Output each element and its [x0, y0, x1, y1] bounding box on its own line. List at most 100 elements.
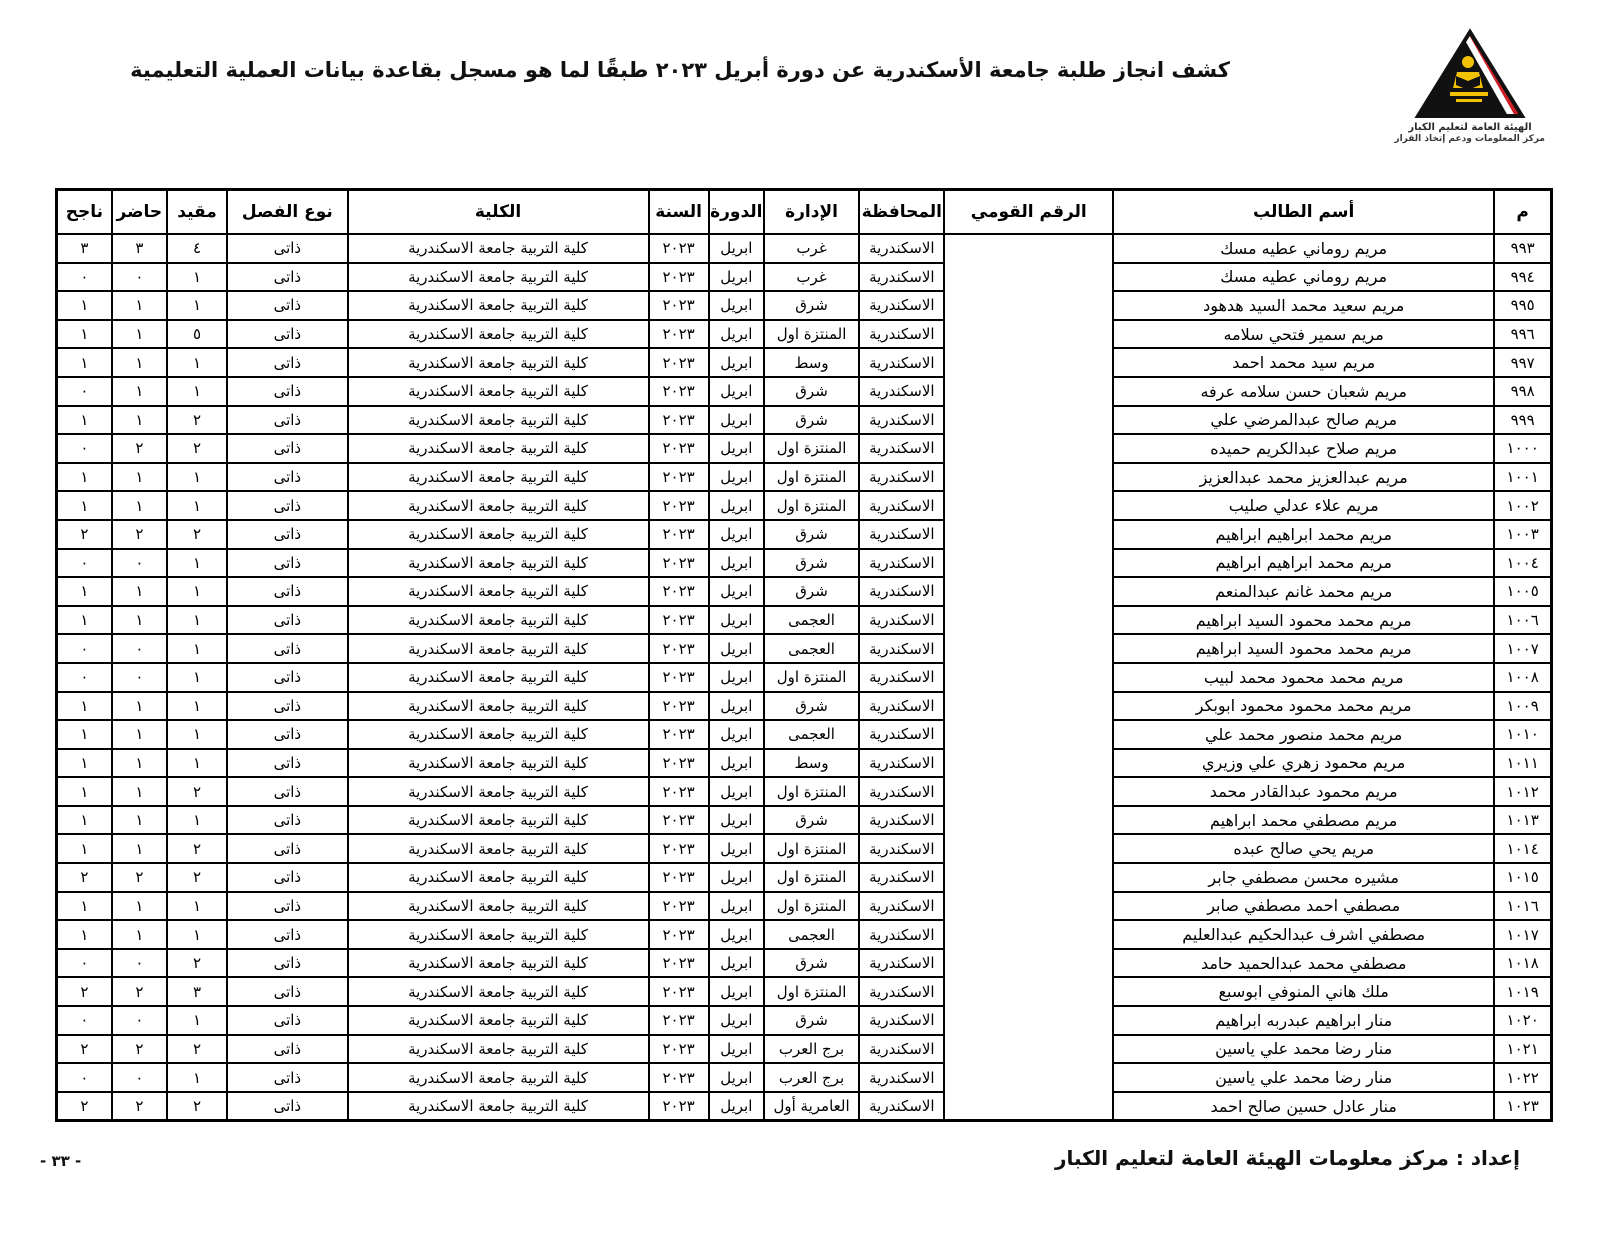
cell-session: ابريل — [707, 604, 765, 636]
cell-student-name: مريم محمد محمود محمد لبيب — [1112, 661, 1496, 693]
cell-present: ٢ — [110, 862, 168, 893]
cell-governorate: الاسكندرية — [858, 547, 946, 579]
cell-national-id — [943, 319, 1115, 349]
cell-administration: شرق — [762, 518, 861, 550]
table-row: ١٠١٠ مريم محمد منصور محمد علي الاسكندرية ال… — [55, 719, 1553, 750]
cell-serial: ١٠٢٠ — [1493, 1005, 1553, 1036]
cell-enrolled: ١ — [165, 375, 229, 407]
cell-enrolled: ١ — [165, 690, 229, 722]
cell-governorate: الاسكندرية — [858, 690, 946, 722]
cell-enrolled: ١ — [165, 547, 229, 579]
table-row: ٩٩٥ مريم سعيد محمد السيد هدهود الاسكندرية ش… — [55, 290, 1553, 321]
cell-governorate: الاسكندرية — [858, 804, 946, 836]
table-row: ١٠٠١ مريم عبدالعزيز محمد عبدالعزيز الاسكند… — [55, 461, 1553, 493]
cell-governorate: الاسكندرية — [858, 633, 946, 664]
cell-college: كلية التربية جامعة الاسكندرية — [346, 919, 650, 950]
cell-class-type: ذاتى — [226, 547, 349, 579]
cell-national-id — [943, 805, 1115, 835]
cell-year: ٢٠٢٣ — [647, 261, 710, 293]
cell-session: ابريل — [707, 318, 765, 350]
cell-national-id — [943, 977, 1115, 1007]
cell-present: ٠ — [110, 1062, 168, 1093]
cell-class-type: ذاتى — [226, 976, 349, 1008]
table-row: ١٠٠٤ مريم محمد ابراهيم ابراهيم الاسكندرية ش… — [55, 547, 1553, 579]
cell-passed: ١ — [55, 576, 113, 607]
cell-session: ابريل — [707, 433, 765, 464]
cell-passed: ٠ — [55, 947, 113, 979]
cell-serial: ١٠٠٠ — [1493, 433, 1553, 464]
table-row: ١٠٢١ منار رضا محمد علي ياسين الاسكندرية برج… — [55, 1033, 1553, 1065]
header-governorate: المحافظة — [858, 188, 946, 235]
cell-national-id — [943, 462, 1115, 492]
cell-student-name: منار رضا محمد علي ياسين — [1112, 1062, 1496, 1093]
cell-serial: ١٠١٩ — [1493, 976, 1553, 1008]
cell-class-type: ذاتى — [226, 690, 349, 722]
cell-class-type: ذاتى — [226, 318, 349, 350]
cell-present: ١ — [110, 604, 168, 636]
cell-serial: ١٠١٣ — [1493, 804, 1553, 836]
cell-serial: ١٠١٥ — [1493, 862, 1553, 893]
cell-session: ابريل — [707, 547, 765, 579]
cell-year: ٢٠٢٣ — [647, 433, 710, 464]
cell-student-name: مريم محمد ابراهيم ابراهيم — [1112, 518, 1496, 550]
cell-student-name: مريم محمد غانم عبدالمنعم — [1112, 576, 1496, 607]
cell-passed: ١ — [55, 318, 113, 350]
cell-national-id — [943, 519, 1115, 549]
cell-governorate: الاسكندرية — [858, 1090, 946, 1122]
cell-serial: ٩٩٤ — [1493, 261, 1553, 293]
table-row: ٩٩٩ مريم صالح عبدالمرضي علي الاسكندرية شرق ا… — [55, 404, 1553, 436]
cell-session: ابريل — [707, 261, 765, 293]
cell-administration: المنتزة اول — [762, 776, 861, 807]
cell-year: ٢٠٢٣ — [647, 833, 710, 865]
cell-student-name: مريم شعبان حسن سلامه عرفه — [1112, 375, 1496, 407]
cell-class-type: ذاتى — [226, 490, 349, 521]
cell-student-name: منار ابراهيم عبدربه ابراهيم — [1112, 1005, 1496, 1036]
cell-college: كلية التربية جامعة الاسكندرية — [346, 604, 650, 636]
cell-year: ٢٠٢٣ — [647, 747, 710, 779]
cell-passed: ٠ — [55, 1062, 113, 1093]
cell-passed: ٠ — [55, 633, 113, 664]
cell-national-id — [943, 491, 1115, 520]
cell-college: كلية التربية جامعة الاسكندرية — [346, 690, 650, 722]
organization-name: الهيئة العامة لتعليم الكبار — [1408, 122, 1532, 133]
cell-passed: ١ — [55, 919, 113, 950]
cell-session: ابريل — [707, 890, 765, 922]
cell-enrolled: ١ — [165, 804, 229, 836]
cell-passed: ٢ — [55, 1090, 113, 1122]
cell-year: ٢٠٢٣ — [647, 890, 710, 922]
cell-year: ٢٠٢٣ — [647, 490, 710, 521]
cell-enrolled: ٢ — [165, 833, 229, 865]
cell-college: كلية التربية جامعة الاسكندرية — [346, 518, 650, 550]
cell-administration: شرق — [762, 804, 861, 836]
table-row: ١٠١٣ مريم مصطفي محمد ابراهيم الاسكندرية شرق… — [55, 804, 1553, 836]
cell-administration: شرق — [762, 1005, 861, 1036]
cell-class-type: ذاتى — [226, 776, 349, 807]
cell-class-type: ذاتى — [226, 1005, 349, 1036]
cell-administration: شرق — [762, 404, 861, 436]
cell-administration: المنتزة اول — [762, 890, 861, 922]
table-row: ١٠٠٠ مريم صلاح عبدالكريم حميده الاسكندرية ا… — [55, 433, 1553, 464]
cell-session: ابريل — [707, 919, 765, 950]
cell-serial: ١٠٠٤ — [1493, 547, 1553, 579]
cell-enrolled: ٢ — [165, 776, 229, 807]
cell-present: ٢ — [110, 433, 168, 464]
organization-subtitle: مركز المعلومات ودعم إتخاذ القرار — [1394, 134, 1545, 144]
header-college: الكلية — [346, 188, 650, 235]
cell-student-name: مصطفي محمد عبدالحميد حامد — [1112, 947, 1496, 979]
cell-passed: ٠ — [55, 1005, 113, 1036]
cell-college: كلية التربية جامعة الاسكندرية — [346, 776, 650, 807]
cell-present: ١ — [110, 890, 168, 922]
cell-session: ابريل — [707, 633, 765, 664]
cell-class-type: ذاتى — [226, 1062, 349, 1093]
cell-governorate: الاسكندرية — [858, 404, 946, 436]
cell-college: كلية التربية جامعة الاسكندرية — [346, 261, 650, 293]
header-passed: ناجح — [55, 188, 113, 235]
header-present: حاضر — [110, 188, 168, 235]
cell-national-id — [943, 434, 1115, 463]
cell-serial: ٩٩٨ — [1493, 375, 1553, 407]
cell-class-type: ذاتى — [226, 919, 349, 950]
cell-college: كلية التربية جامعة الاسكندرية — [346, 576, 650, 607]
cell-year: ٢٠٢٣ — [647, 518, 710, 550]
header-serial: م — [1493, 188, 1553, 235]
cell-present: ٢ — [110, 1090, 168, 1122]
